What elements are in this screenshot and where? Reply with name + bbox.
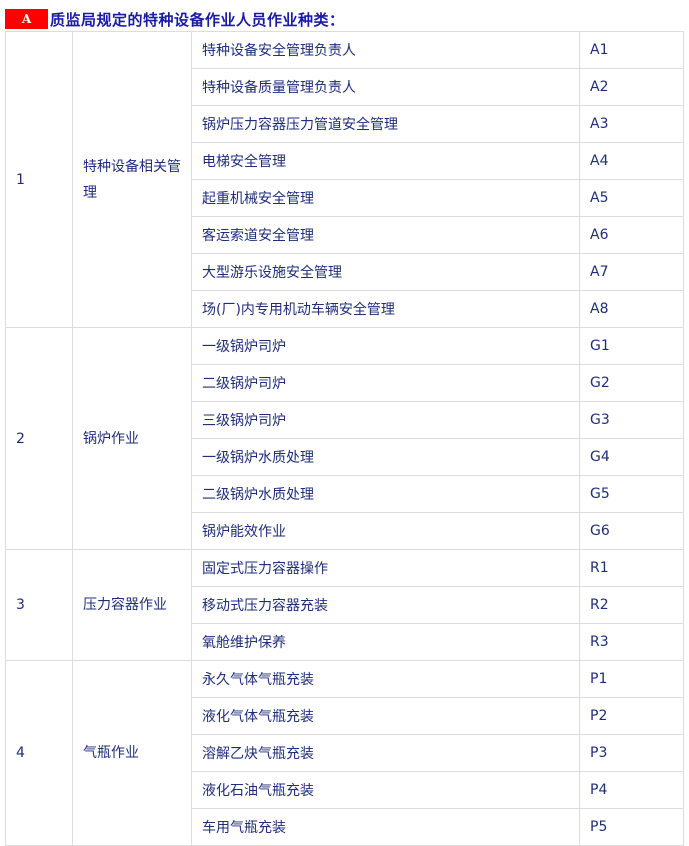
table-row: 场(厂)内专用机动车辆安全管理 A8 — [6, 290, 684, 328]
group-category: 压力容器作业 — [72, 549, 192, 661]
table-row: 客运索道安全管理 A6 — [6, 216, 684, 254]
group-number: 4 — [5, 660, 73, 846]
job-name: 三级锅炉司炉 — [191, 401, 580, 439]
table-row: 特种设备质量管理负责人 A2 — [6, 68, 684, 106]
job-code: G2 — [579, 364, 684, 402]
job-code: A6 — [579, 216, 684, 254]
job-name: 二级锅炉水质处理 — [191, 475, 580, 513]
operator-category-table: 1 特种设备相关管理 特种设备安全管理负责人 A1 特种设备质量管理负责人 A2 锅炉压力容… — [5, 31, 684, 846]
job-code: R3 — [579, 623, 684, 661]
job-name: 氧舱维护保养 — [191, 623, 580, 661]
section-title: 质监局规定的特种设备作业人员作业种类： — [50, 10, 345, 29]
job-name: 永久气体气瓶充装 — [191, 660, 580, 698]
job-name: 二级锅炉司炉 — [191, 364, 580, 402]
job-name: 电梯安全管理 — [191, 142, 580, 180]
job-code: G5 — [579, 475, 684, 513]
job-code: P1 — [579, 660, 684, 698]
table-row: 三级锅炉司炉 G3 — [6, 401, 684, 439]
job-name: 锅炉压力容器压力管道安全管理 — [191, 105, 580, 143]
job-code: A1 — [579, 31, 684, 69]
job-code: P2 — [579, 697, 684, 735]
job-name: 客运索道安全管理 — [191, 216, 580, 254]
table-row: 大型游乐设施安全管理 A7 — [6, 253, 684, 291]
job-name: 一级锅炉司炉 — [191, 327, 580, 365]
job-code: G3 — [579, 401, 684, 439]
job-name: 车用气瓶充装 — [191, 808, 580, 846]
job-code: G6 — [579, 512, 684, 550]
section-heading: A 质监局规定的特种设备作业人员作业种类： — [5, 9, 345, 29]
job-name: 固定式压力容器操作 — [191, 549, 580, 587]
job-code: P4 — [579, 771, 684, 809]
job-name: 锅炉能效作业 — [191, 512, 580, 550]
job-code: A8 — [579, 290, 684, 328]
job-code: A5 — [579, 179, 684, 217]
job-name: 溶解乙炔气瓶充装 — [191, 734, 580, 772]
job-code: P3 — [579, 734, 684, 772]
job-name: 特种设备安全管理负责人 — [191, 31, 580, 69]
group-number: 2 — [5, 327, 73, 550]
table-row: 2 锅炉作业 一级锅炉司炉 G1 — [5, 327, 684, 550]
table-row: 液化气体气瓶充装 P2 — [6, 697, 684, 735]
group-category: 锅炉作业 — [72, 327, 192, 550]
table-row: 锅炉压力容器压力管道安全管理 A3 — [6, 105, 684, 143]
job-name: 起重机械安全管理 — [191, 179, 580, 217]
group-category: 特种设备相关管理 — [72, 31, 192, 328]
job-name: 液化石油气瓶充装 — [191, 771, 580, 809]
table-row: 二级锅炉水质处理 G5 — [6, 475, 684, 513]
section-badge: A — [5, 9, 48, 29]
group-category: 气瓶作业 — [72, 660, 192, 846]
table-row: 移动式压力容器充装 R2 — [6, 586, 684, 624]
group-number: 1 — [5, 31, 73, 328]
table-row: 氧舱维护保养 R3 — [6, 623, 684, 661]
job-name: 移动式压力容器充装 — [191, 586, 580, 624]
job-code: A4 — [579, 142, 684, 180]
job-name: 特种设备质量管理负责人 — [191, 68, 580, 106]
job-code: R2 — [579, 586, 684, 624]
table-row: 液化石油气瓶充装 P4 — [6, 771, 684, 809]
job-name: 场(厂)内专用机动车辆安全管理 — [191, 290, 580, 328]
job-code: A2 — [579, 68, 684, 106]
table-row: 3 压力容器作业 固定式压力容器操作 R1 — [5, 549, 684, 661]
table-row: 锅炉能效作业 G6 — [6, 512, 684, 550]
job-code: P5 — [579, 808, 684, 846]
job-code: G4 — [579, 438, 684, 476]
table-row: 溶解乙炔气瓶充装 P3 — [6, 734, 684, 772]
job-code: G1 — [579, 327, 684, 365]
table-row: 电梯安全管理 A4 — [6, 142, 684, 180]
table-row: 二级锅炉司炉 G2 — [6, 364, 684, 402]
table-row: 1 特种设备相关管理 特种设备安全管理负责人 A1 — [5, 31, 684, 328]
job-name: 一级锅炉水质处理 — [191, 438, 580, 476]
job-code: R1 — [579, 549, 684, 587]
table-row: 起重机械安全管理 A5 — [6, 179, 684, 217]
job-name: 大型游乐设施安全管理 — [191, 253, 580, 291]
table-row: 4 气瓶作业 永久气体气瓶充装 P1 — [5, 660, 684, 846]
job-code: A3 — [579, 105, 684, 143]
job-code: A7 — [579, 253, 684, 291]
job-name: 液化气体气瓶充装 — [191, 697, 580, 735]
group-number: 3 — [5, 549, 73, 661]
